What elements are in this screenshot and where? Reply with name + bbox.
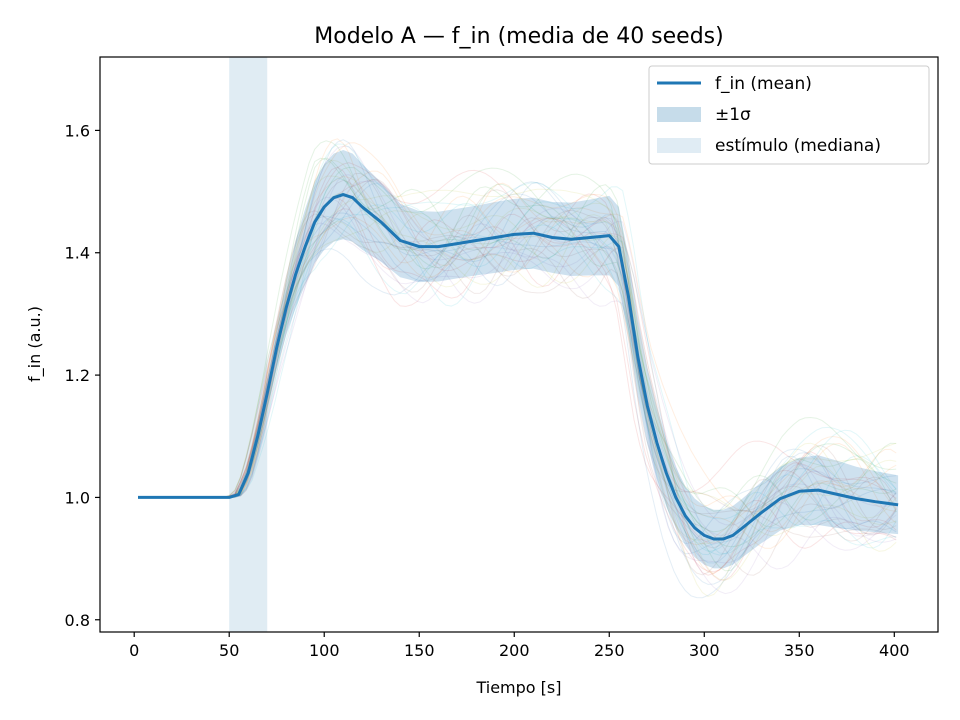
seed-run-line bbox=[138, 166, 897, 549]
x-tick-label: 200 bbox=[499, 641, 530, 660]
seed-run-line bbox=[138, 175, 897, 546]
legend-label-stimulus: estímulo (mediana) bbox=[715, 136, 881, 156]
legend-swatch-stimulus bbox=[657, 138, 701, 153]
x-tick-label: 150 bbox=[404, 641, 435, 660]
seed-run-line bbox=[138, 212, 897, 598]
x-tick-label: 250 bbox=[594, 641, 625, 660]
x-tick-label: 300 bbox=[689, 641, 720, 660]
seed-run-line bbox=[138, 197, 897, 573]
seed-run-line bbox=[138, 166, 897, 533]
seed-run-line bbox=[138, 145, 897, 543]
mean-line bbox=[138, 193, 899, 541]
x-tick-label: 350 bbox=[784, 641, 815, 660]
seed-run-line bbox=[138, 193, 897, 585]
plot-content bbox=[138, 57, 899, 632]
seed-run-line bbox=[138, 143, 897, 552]
seed-run-line bbox=[138, 140, 897, 548]
x-axis-label: Tiempo [s] bbox=[475, 678, 561, 697]
y-axis: 0.8 1.0 1.2 1.4 1.6 bbox=[65, 121, 100, 630]
individual-runs bbox=[138, 138, 897, 599]
y-tick-label: 1.6 bbox=[65, 121, 90, 140]
seed-run-line bbox=[138, 172, 897, 549]
legend-swatch-sigma-band bbox=[657, 107, 701, 122]
seed-run-line bbox=[138, 138, 897, 533]
y-tick-label: 1.4 bbox=[65, 244, 90, 263]
seed-run-line bbox=[138, 179, 897, 581]
y-tick-label: 1.2 bbox=[65, 366, 90, 385]
seed-run-line bbox=[138, 210, 897, 576]
seed-run-line bbox=[138, 210, 897, 537]
seed-run-line bbox=[138, 162, 897, 499]
seed-run-line bbox=[138, 175, 897, 541]
stimulus-band bbox=[229, 57, 268, 632]
x-tick-label: 50 bbox=[219, 641, 239, 660]
seed-run-line bbox=[138, 189, 897, 542]
legend-label-mean: f_in (mean) bbox=[715, 74, 812, 94]
seed-run-line bbox=[138, 196, 897, 595]
x-tick-label: 0 bbox=[129, 641, 139, 660]
seed-run-line bbox=[138, 222, 897, 570]
legend-label-sigma: ±1σ bbox=[715, 105, 751, 125]
seed-run-line bbox=[138, 208, 897, 576]
y-tick-label: 1.0 bbox=[65, 488, 90, 507]
seed-run-line bbox=[138, 178, 897, 576]
y-tick-label: 0.8 bbox=[65, 611, 90, 630]
legend: f_in (mean) ±1σ estímulo (mediana) bbox=[648, 65, 930, 165]
seed-run-line bbox=[138, 179, 897, 538]
chart-title: Modelo A — f_in (media de 40 seeds) bbox=[314, 24, 723, 49]
x-tick-label: 400 bbox=[879, 641, 910, 660]
x-tick-label: 100 bbox=[309, 641, 340, 660]
axes-frame bbox=[99, 56, 939, 633]
seed-run-line bbox=[138, 195, 897, 549]
seed-run-line bbox=[138, 170, 897, 574]
y-axis-label: f_in (a.u.) bbox=[25, 306, 45, 382]
seed-run-line bbox=[138, 139, 897, 545]
seed-run-line bbox=[138, 203, 897, 555]
x-axis: 0 50 100 150 200 250 300 350 400 bbox=[129, 632, 910, 660]
seed-run-line bbox=[138, 180, 897, 551]
legend-frame bbox=[648, 65, 930, 165]
